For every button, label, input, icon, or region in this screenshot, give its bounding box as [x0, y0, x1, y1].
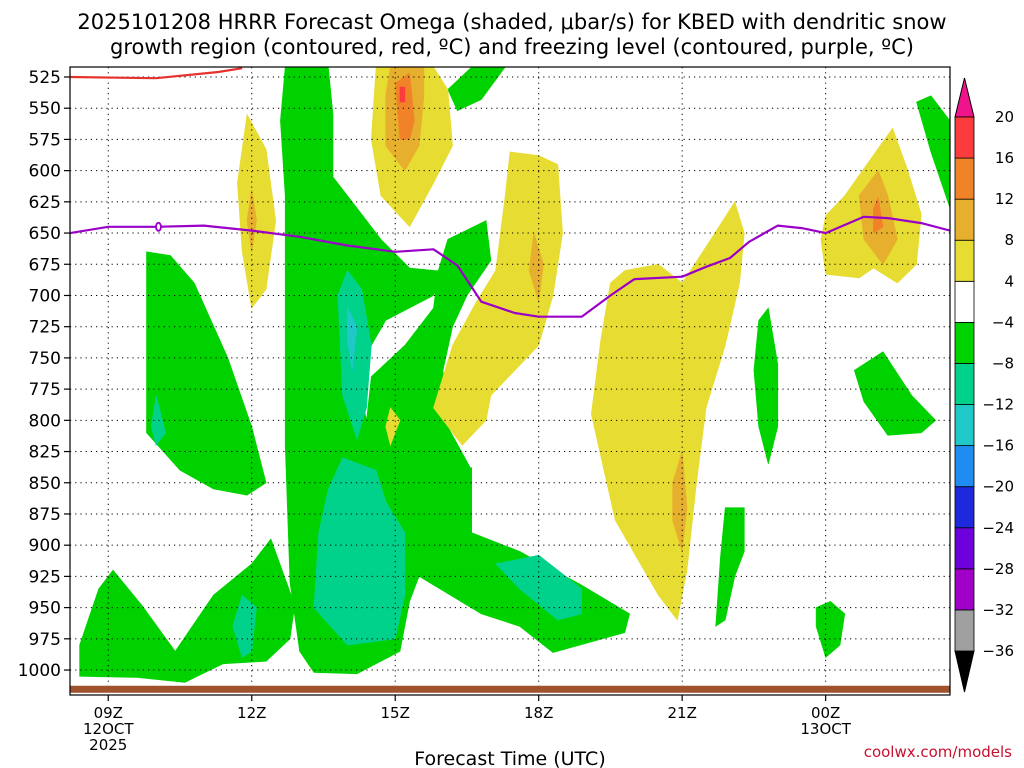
omega-region-30 [399, 86, 406, 103]
x-tick-label-12-0: 21Z [667, 704, 696, 722]
y-tick-label-700: 700 [29, 286, 61, 306]
colorbar-bin-9 [954, 280, 975, 323]
colorbar-bin-2 [954, 568, 975, 611]
chart-title-line-2: growth region (contoured, red, ºC) and f… [110, 35, 914, 59]
colorbar-bin-8 [954, 321, 975, 364]
omega-region-10 [337, 269, 372, 441]
colorbar-bin-5 [954, 445, 975, 488]
colorbar-bin-4 [954, 486, 975, 529]
colorbar: −36 −32 −28 −24 −20 −16 −12 −8 −4 4 8 12 16 20 [954, 77, 1014, 693]
colorbar-bin-3 [954, 527, 975, 570]
y-tick-label-550: 550 [29, 99, 61, 119]
omega-region-23 [246, 189, 257, 252]
x-tick-label-6-0: 15Z [381, 704, 410, 722]
colorbar-label--16: −16 [982, 437, 1014, 455]
x-axis-label: Forecast Time (UTC) [414, 748, 605, 768]
y-tick-label-775: 775 [29, 380, 61, 400]
colorbar-label--12: −12 [982, 396, 1014, 414]
plot-frame [69, 66, 951, 696]
omega-region-5 [916, 95, 950, 209]
colorbar-label--32: −32 [982, 601, 1014, 619]
colorbar-label--4: −4 [992, 313, 1014, 331]
omega-region-17 [237, 113, 277, 309]
y-tick-label-725: 725 [29, 318, 61, 338]
y-tick-label-525: 525 [29, 68, 61, 88]
colorbar-label-16: 16 [995, 149, 1014, 167]
colorbar-label-4: 4 [1004, 272, 1014, 290]
omega-region-1 [366, 220, 492, 477]
omega-region-8 [715, 507, 745, 627]
colorbar-label--28: −28 [982, 560, 1014, 578]
omega-region-20 [590, 201, 745, 621]
y-tick-label-1000: 1000 [18, 661, 61, 681]
y-tick-label-925: 925 [29, 567, 61, 587]
colorbar-label-12: 12 [995, 190, 1014, 208]
x-tick-label-9-0: 18Z [524, 704, 553, 722]
colorbar-label--24: −24 [982, 519, 1014, 537]
credit-text: coolwx.com/models [864, 743, 1012, 761]
colorbar-label-20: 20 [995, 108, 1014, 126]
y-tick-label-875: 875 [29, 505, 61, 525]
omega-region-6 [753, 307, 779, 465]
y-tick-label-675: 675 [29, 255, 61, 275]
colorbar-bin-10 [954, 239, 975, 282]
colorbar-lower-triangle [954, 650, 975, 693]
y-tick-label-650: 650 [29, 224, 61, 244]
chart-title-line-1: 2025101208 HRRR Forecast Omega (shaded, … [77, 10, 946, 34]
colorbar-label--20: −20 [982, 478, 1014, 496]
freezing-level-line [70, 215, 950, 318]
omega-region-16 [347, 307, 358, 371]
colorbar-bin-6 [954, 404, 975, 447]
contour-lines [70, 67, 950, 693]
colorbar-upper-triangle [954, 77, 975, 118]
colorbar-label--8: −8 [992, 354, 1014, 372]
omega-region-7 [853, 351, 937, 436]
y-axis-ticks: 525 550 575 600 625 650 675 700 725 750 775 800 825 8… [18, 68, 70, 681]
y-tick-label-575: 575 [29, 130, 61, 150]
surface-ground-band [70, 685, 950, 693]
colorbar-bin-7 [954, 363, 975, 405]
colorbar-label--36: −36 [982, 642, 1014, 660]
gridlines [70, 67, 950, 695]
y-tick-label-950: 950 [29, 599, 61, 619]
freezing-level-label-marker [155, 221, 162, 232]
colorbar-bin-12 [954, 157, 975, 200]
x-tick-label-15-1: 13OCT [800, 720, 851, 738]
y-tick-label-975: 975 [29, 630, 61, 650]
omega-shaded-layer [79, 67, 950, 683]
y-tick-label-625: 625 [29, 193, 61, 213]
plot-area [69, 66, 951, 696]
omega-region-13 [232, 594, 257, 658]
y-tick-label-750: 750 [29, 349, 61, 369]
x-tick-label-3-0: 12Z [237, 704, 266, 722]
omega-region-11 [313, 457, 406, 646]
omega-region-9 [815, 601, 846, 659]
y-tick-label-900: 900 [29, 536, 61, 556]
omega-region-3 [146, 251, 267, 496]
y-tick-label-600: 600 [29, 162, 61, 182]
x-tick-label-0-0: 09Z [94, 704, 123, 722]
x-tick-label-15-0: 00Z [811, 704, 840, 722]
colorbar-bin-13 [954, 116, 975, 159]
x-tick-label-0-1: 12OCT [83, 720, 134, 738]
omega-region-19 [433, 151, 563, 446]
colorbar-bin-1 [954, 609, 975, 652]
dgz-contour-line [70, 67, 243, 80]
colorbar-bin-11 [954, 198, 975, 241]
y-tick-label-825: 825 [29, 443, 61, 463]
y-tick-label-850: 850 [29, 474, 61, 494]
omega-region-2 [447, 67, 506, 112]
y-tick-label-800: 800 [29, 411, 61, 431]
x-tick-label-0-2: 2025 [89, 736, 127, 754]
omega-region-26 [672, 451, 688, 552]
colorbar-label-8: 8 [1004, 231, 1014, 249]
